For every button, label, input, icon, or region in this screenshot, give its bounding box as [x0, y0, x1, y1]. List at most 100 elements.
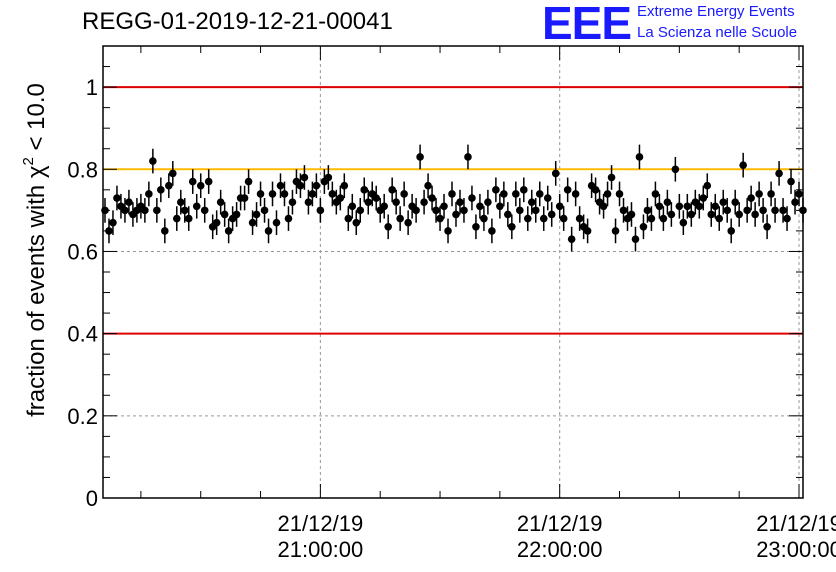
data-marker — [360, 186, 369, 194]
data-point — [344, 206, 353, 231]
data-point — [647, 206, 656, 231]
data-point — [272, 210, 281, 236]
data-point — [611, 218, 620, 244]
data-marker — [675, 202, 684, 211]
data-point — [751, 202, 759, 227]
data-marker — [252, 210, 261, 219]
data-marker — [539, 214, 548, 223]
data-point — [340, 173, 349, 199]
data-marker — [715, 214, 724, 223]
data-marker — [121, 206, 129, 215]
data-point — [356, 198, 365, 223]
data-point — [747, 185, 755, 211]
data-point — [527, 189, 536, 215]
data-point — [276, 173, 285, 199]
eee-logo-letters: EEE — [542, 0, 632, 49]
data-marker — [484, 198, 492, 206]
data-point — [731, 189, 739, 215]
data-marker — [404, 218, 412, 227]
data-point — [496, 193, 504, 219]
data-point — [683, 193, 692, 219]
data-marker — [304, 198, 313, 206]
data-marker — [651, 190, 660, 198]
data-marker — [372, 194, 381, 202]
data-marker — [615, 190, 624, 198]
data-point — [795, 181, 803, 207]
data-marker — [603, 190, 612, 198]
data-point — [109, 210, 117, 236]
x-tick-date-label: 21/12/19 — [756, 511, 836, 536]
data-point — [659, 206, 668, 231]
data-point — [587, 173, 596, 199]
data-point — [196, 173, 205, 199]
data-marker — [400, 190, 408, 198]
data-point — [519, 177, 528, 203]
eee-logo-line-2: La Scienza nelle Scuole — [637, 24, 798, 41]
data-marker — [575, 214, 584, 223]
data-point — [372, 185, 381, 211]
data-point — [607, 165, 616, 190]
data-marker — [787, 177, 795, 186]
data-point — [539, 206, 548, 231]
data-point — [212, 210, 221, 236]
data-marker — [559, 214, 568, 223]
data-marker — [468, 194, 476, 202]
data-marker — [472, 223, 480, 231]
data-marker — [200, 206, 209, 215]
data-point — [771, 198, 779, 223]
data-point — [113, 185, 121, 211]
eee-logo: EEE Extreme Energy Events La Scienza nel… — [542, 0, 836, 46]
data-marker — [172, 214, 181, 223]
data-marker — [671, 165, 680, 174]
data-marker — [667, 210, 676, 219]
data-marker — [643, 206, 652, 215]
data-point — [476, 193, 484, 219]
data-point — [480, 206, 488, 231]
data-marker — [153, 206, 161, 215]
data-marker — [547, 210, 556, 219]
data-marker — [516, 206, 524, 215]
data-marker — [591, 186, 600, 194]
data-marker — [336, 194, 345, 202]
data-marker — [543, 194, 552, 202]
data-point — [583, 218, 592, 244]
data-point — [512, 181, 520, 207]
data-marker — [244, 177, 253, 186]
data-point — [639, 214, 648, 240]
data-marker — [775, 169, 783, 178]
data-point — [699, 185, 708, 211]
data-marker — [452, 210, 460, 219]
reference-lines — [103, 86, 803, 335]
data-point — [787, 169, 795, 194]
data-point — [304, 189, 313, 215]
data-marker — [340, 181, 349, 190]
data-point — [420, 189, 428, 215]
data-point — [404, 210, 412, 236]
y-axis-label-superscript: 2 — [20, 157, 37, 165]
data-marker — [759, 206, 767, 215]
plot-frame — [102, 45, 804, 499]
data-marker — [176, 198, 185, 206]
data-marker — [220, 210, 229, 219]
x-tick-date-label: 21/12/19 — [517, 511, 603, 536]
y-tick-label: 0.4 — [67, 322, 98, 347]
data-marker — [583, 227, 592, 235]
data-marker — [184, 214, 193, 223]
data-point — [312, 173, 321, 199]
data-marker — [248, 218, 257, 227]
data-point — [416, 144, 424, 170]
data-point — [591, 177, 600, 203]
data-point — [129, 202, 137, 227]
data-point — [691, 189, 700, 215]
data-marker — [456, 198, 464, 206]
data-point — [763, 214, 771, 240]
data-point — [392, 189, 400, 215]
data-point — [599, 193, 608, 219]
data-point — [687, 202, 696, 227]
data-marker — [169, 169, 177, 178]
data-marker — [755, 190, 763, 198]
data-marker — [527, 198, 536, 206]
data-point — [184, 206, 193, 231]
data-point — [180, 198, 189, 223]
data-point — [432, 198, 440, 223]
